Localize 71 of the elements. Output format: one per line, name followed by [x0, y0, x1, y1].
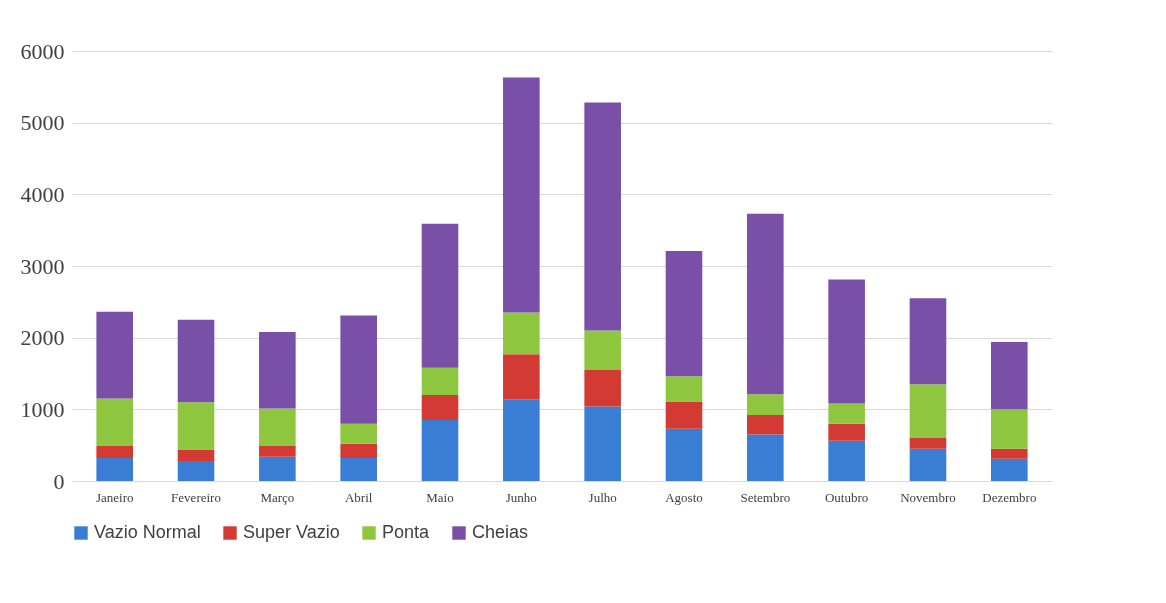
x-tick-label: Outubro [824, 489, 869, 505]
x-tick-label: Maio [426, 489, 454, 505]
bar [503, 399, 540, 481]
bar [340, 458, 377, 481]
y-tick-label: 5000 [20, 110, 65, 136]
bar [665, 250, 703, 377]
bar [503, 354, 540, 400]
bar [259, 445, 296, 457]
bar [421, 223, 459, 368]
legend-label: Ponta [382, 522, 431, 542]
bar [259, 456, 296, 481]
bar [421, 395, 459, 421]
bar [584, 369, 621, 407]
y-tick-label: 0 [53, 468, 65, 494]
x-tick-label: Março [260, 489, 295, 505]
bar [747, 434, 784, 481]
bar [665, 376, 703, 402]
bar [96, 445, 133, 459]
x-tick-label: Abril [344, 489, 373, 505]
bar [584, 330, 621, 370]
bar [421, 367, 459, 395]
bar [909, 448, 947, 481]
y-tick-label: 1000 [20, 396, 65, 422]
bar [909, 298, 947, 385]
y-tick-label: 4000 [20, 181, 65, 207]
bar [96, 458, 133, 481]
x-tick-label: Novembro [900, 489, 956, 505]
x-tick-label: Agosto [665, 489, 703, 505]
bar [584, 102, 621, 331]
bar [177, 319, 215, 403]
bar [991, 458, 1028, 481]
bar [665, 428, 703, 481]
bar [828, 403, 865, 424]
x-tick-label: Setembro [740, 489, 791, 505]
bar [991, 409, 1028, 449]
bar [503, 77, 540, 313]
x-tick-label: Janeiro [95, 489, 134, 505]
bar [340, 315, 377, 424]
legend-label: Cheias [472, 522, 529, 542]
bar [177, 449, 215, 461]
bar [828, 279, 865, 404]
bar [747, 213, 784, 395]
bar [909, 384, 947, 438]
bar [340, 423, 377, 444]
x-tick-label: Julho [588, 489, 617, 505]
legend-label: Super Vazio [243, 522, 340, 542]
legend-label: Vazio Normal [94, 522, 201, 542]
x-tick-label: Dezembro [982, 489, 1037, 505]
bar [503, 312, 540, 355]
x-tick-label: Fevereiro [171, 489, 221, 505]
bar [828, 440, 865, 481]
bar [340, 443, 377, 459]
bar [259, 331, 296, 409]
bar [665, 401, 703, 429]
y-tick-label: 6000 [20, 38, 65, 64]
bar [421, 420, 459, 481]
bar [991, 448, 1028, 459]
bar [259, 408, 296, 446]
bar [96, 398, 133, 446]
y-tick-label: 3000 [20, 253, 65, 279]
bar [747, 415, 784, 435]
bar [584, 406, 621, 481]
bar [991, 341, 1028, 410]
x-tick-label: Junho [505, 489, 537, 505]
bar [96, 311, 133, 399]
bar [828, 423, 865, 441]
y-tick-label: 2000 [20, 325, 65, 351]
bar [177, 460, 215, 481]
bar [747, 394, 784, 416]
bar [177, 402, 215, 450]
bar [909, 438, 947, 449]
